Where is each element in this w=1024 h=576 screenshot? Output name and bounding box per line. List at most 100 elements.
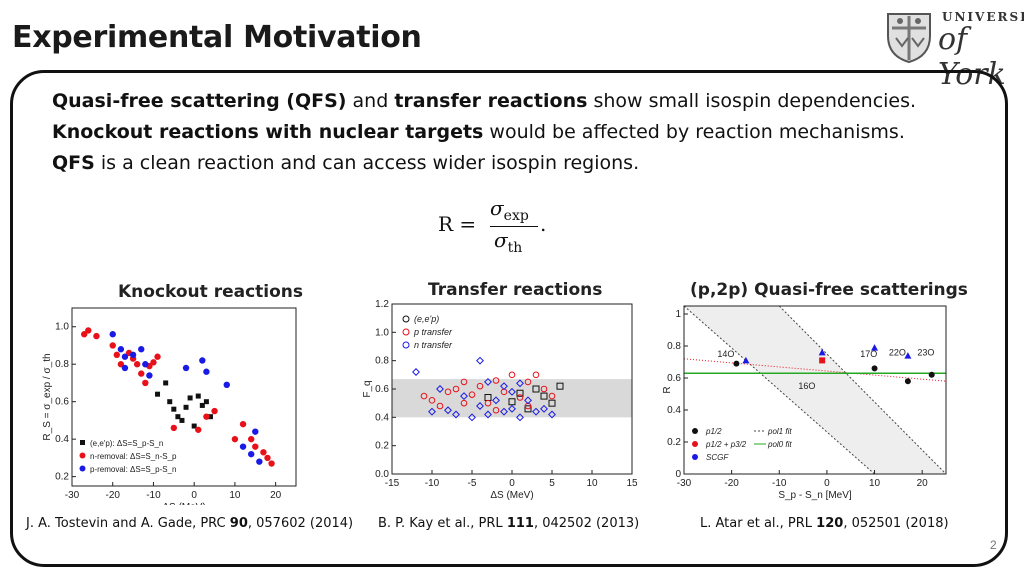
university-logo: UNIVERSITY of York xyxy=(880,4,1024,92)
x-tick-label: -30 xyxy=(65,490,80,501)
data-point xyxy=(138,370,145,377)
data-point xyxy=(207,414,213,420)
ref-transfer-post: , 042502 (2013) xyxy=(533,516,640,531)
isotope-label: 16O xyxy=(798,381,815,391)
ref-qfs-vol: 120 xyxy=(816,516,844,531)
data-point xyxy=(264,454,271,462)
legend-label: p1/2 xyxy=(705,427,722,436)
x-tick-label: 0 xyxy=(824,478,830,489)
data-point xyxy=(532,407,540,416)
isotope-label: 14O xyxy=(717,349,734,359)
data-point xyxy=(256,458,263,465)
x-tick-label: 15 xyxy=(626,478,638,489)
data-point xyxy=(516,413,524,422)
bullet-3: QFS is a clean reaction and can access w… xyxy=(52,152,639,174)
formula-denominator: σth xyxy=(494,228,522,256)
data-point xyxy=(191,423,197,429)
x-tick-label: 10 xyxy=(586,478,598,489)
data-point xyxy=(500,407,508,416)
slide-title: Experimental Motivation xyxy=(12,20,422,55)
data-point xyxy=(540,392,548,400)
logo-university-text: UNIVERSITY xyxy=(942,10,1024,24)
legend-marker xyxy=(79,465,86,472)
data-point xyxy=(121,353,129,360)
x-tick-label: -5 xyxy=(468,478,477,489)
y-tick-label: 0.6 xyxy=(375,384,389,395)
data-point xyxy=(133,361,141,368)
data-point xyxy=(195,393,201,399)
data-point xyxy=(175,414,181,420)
transfer-chart: -15 -10 -5 0 5 10 15 0.0 0.2 0.4 0.6 0.8 1.0 1.2 ΔS (M… xyxy=(362,299,638,501)
data-point xyxy=(252,428,259,435)
data-point xyxy=(532,385,540,393)
x-tick-label: 5 xyxy=(549,478,555,489)
x-tick-label: 10 xyxy=(229,490,241,501)
x-tick-label: -10 xyxy=(146,490,161,501)
legend-marker xyxy=(692,441,698,447)
data-point xyxy=(476,402,484,410)
data-point xyxy=(167,399,173,405)
isotope-label: 23O xyxy=(917,348,934,358)
y-axis-label: R_S = σ_exp / σ_th xyxy=(42,353,53,440)
data-point xyxy=(81,331,88,338)
data-point xyxy=(492,396,500,405)
data-point xyxy=(733,360,740,367)
x-tick-label: 10 xyxy=(869,478,881,489)
data-point xyxy=(109,331,116,338)
ref-transfer-vol: 111 xyxy=(506,516,534,531)
x-axis-label: S_p - S_n [MeV] xyxy=(778,490,852,501)
legend-label: p1/2 + p3/2 xyxy=(705,440,747,449)
x-tick-label: -10 xyxy=(425,478,440,489)
data-point xyxy=(155,391,161,397)
y-tick-label: 0.2 xyxy=(55,472,69,483)
legend-marker xyxy=(402,328,410,336)
bullet-3-text: is a clean reaction and can access wider… xyxy=(100,152,640,174)
data-point xyxy=(146,372,153,379)
legend-label: pol0 fit xyxy=(767,440,792,449)
pol1-fit-line xyxy=(683,358,947,382)
ref-qfs: L. Atar et al., PRL 120, 052501 (2018) xyxy=(700,516,949,531)
y-tick-label: 0.4 xyxy=(375,412,389,423)
data-point xyxy=(420,392,428,400)
data-point xyxy=(187,395,193,401)
data-point xyxy=(428,397,436,404)
data-point xyxy=(412,368,420,376)
ref-transfer: B. P. Kay et al., PRL 111, 042502 (2013) xyxy=(378,516,639,531)
y-tick-label: 0.2 xyxy=(375,441,389,452)
y-tick-label: 0.0 xyxy=(375,469,389,480)
data-point xyxy=(742,356,750,364)
data-point xyxy=(239,420,247,428)
data-point xyxy=(268,460,275,467)
bullet-1-bold-a: Quasi-free scattering (QFS) xyxy=(52,90,347,112)
x-tick-label: 20 xyxy=(270,490,282,501)
data-point xyxy=(163,380,169,386)
data-point xyxy=(452,385,460,393)
legend-marker xyxy=(402,341,410,349)
data-point xyxy=(142,361,149,368)
data-point xyxy=(500,382,508,391)
data-point xyxy=(117,361,125,368)
data-point xyxy=(248,435,255,443)
legend-label: n-removal: ΔS=S_n-S_p xyxy=(90,452,177,461)
y-tick-label: 0.8 xyxy=(55,359,69,370)
y-tick-label: 0.8 xyxy=(375,356,389,367)
y-tick-label: 1.0 xyxy=(55,322,69,333)
bullet-3-bold: QFS xyxy=(52,152,95,174)
knockout-chart: -30 -20 -10 0 10 20 0.2 0.4 0.6 0.8 1.0 ΔS (MeV) R_S… xyxy=(42,307,297,505)
x-tick-label: 0 xyxy=(509,478,515,489)
legend-label: (e,e'p) xyxy=(414,314,439,324)
x-tick-label: 0 xyxy=(191,490,197,501)
formula-num-symbol: σ xyxy=(490,196,504,220)
logo-york-text: of York xyxy=(938,22,1006,92)
data-point xyxy=(476,356,484,365)
legend-label: n transfer xyxy=(414,340,453,350)
data-point xyxy=(199,357,206,364)
data-point xyxy=(540,385,548,393)
formula-den-symbol: σ xyxy=(494,228,508,252)
data-point xyxy=(444,388,452,396)
data-point xyxy=(904,352,912,359)
x-tick-label: 20 xyxy=(917,478,929,489)
data-point xyxy=(524,378,532,386)
ref-knockout-post: , 057602 (2014) xyxy=(247,516,354,531)
data-point xyxy=(199,402,205,408)
